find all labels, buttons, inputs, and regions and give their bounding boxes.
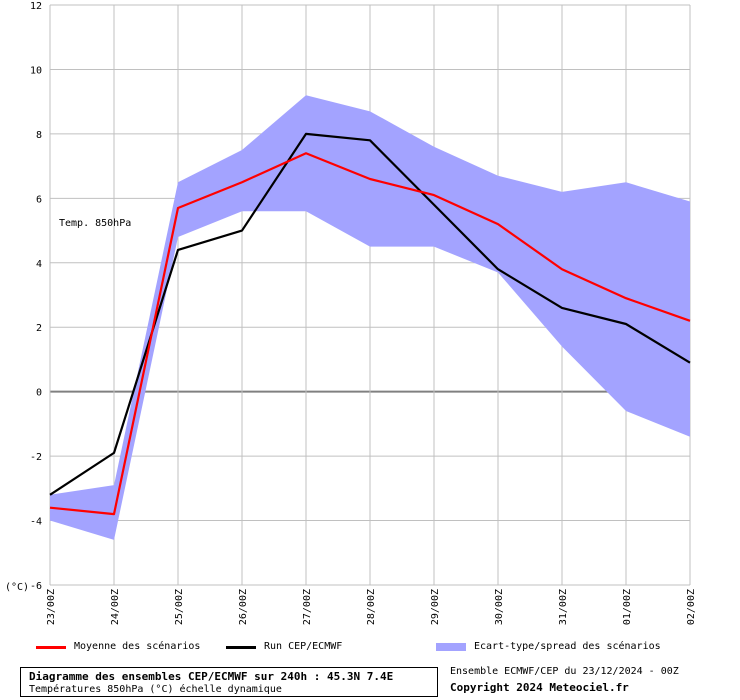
legend-item-mean: Moyenne des scénarios [36,640,200,654]
x-tick-label: 02/00Z [686,589,697,625]
copyright: Copyright 2024 Meteociel.fr [450,681,629,694]
x-tick-label: 30/00Z [494,589,505,625]
y-tick-label: 4 [36,259,42,270]
x-tick-label: 29/00Z [430,589,441,625]
credits: Ensemble ECMWF/CEP du 23/12/2024 - 00Z C… [450,664,679,696]
panel-label: Temp. 850hPa [59,218,131,229]
y-tick-label: -2 [30,452,42,463]
y-axis: -6 -4 -2 0 2 4 6 8 10 12 [30,1,42,592]
y-unit-label: (°C) [5,582,29,593]
mean-swatch [36,645,66,649]
legend-label-mean: Moyenne des scénarios [74,641,201,652]
y-tick-label: 0 [36,388,42,399]
x-tick-label: 25/00Z [174,589,185,625]
x-tick-label: 26/00Z [238,589,249,625]
x-tick-label: 23/00Z [46,589,57,625]
legend-item-run: Run CEP/ECMWF [226,640,342,654]
y-tick-label: 2 [36,323,42,334]
diagram-subtitle: Températures 850hPa (°C) échelle dynamiq… [29,684,282,695]
legend-label-run: Run CEP/ECMWF [264,641,343,652]
y-tick-label: 10 [30,65,42,76]
x-tick-label: 01/00Z [622,589,633,625]
grid [49,4,691,586]
series-lines [49,132,691,516]
x-axis: 23/00Z 24/00Z 25/00Z 26/00Z 27/00Z 28/00Z 29/0… [46,589,697,625]
run-line [49,132,691,496]
x-tick-label: 31/00Z [558,589,569,625]
mean-line [49,152,691,516]
info-box: Diagramme des ensembles CEP/ECMWF sur 24… [20,667,438,697]
run-info: Ensemble ECMWF/CEP du 23/12/2024 - 00Z [450,666,679,677]
y-tick-label: -4 [30,517,42,528]
ensemble-chart: -6 -4 -2 0 2 4 6 8 10 12 23/00Z 24/00Z 25/00Z 26/00Z… [5,1,697,625]
x-tick-label: 28/00Z [366,589,377,625]
x-tick-label: 27/00Z [302,589,313,625]
y-tick-label: 8 [36,130,42,141]
legend-label-spread: Ecart-type/spread des scénarios [474,641,661,652]
y-tick-label: 6 [36,194,42,205]
x-tick-label: 24/00Z [110,589,121,625]
spread-swatch [436,643,466,651]
diagram-title: Diagramme des ensembles CEP/ECMWF sur 24… [29,670,394,683]
run-swatch [226,645,256,649]
spread-area [50,95,690,540]
y-tick-label: 12 [30,1,42,12]
legend-item-spread: Ecart-type/spread des scénarios [436,640,661,654]
y-tick-label: -6 [30,581,42,592]
spread-band [50,95,690,540]
